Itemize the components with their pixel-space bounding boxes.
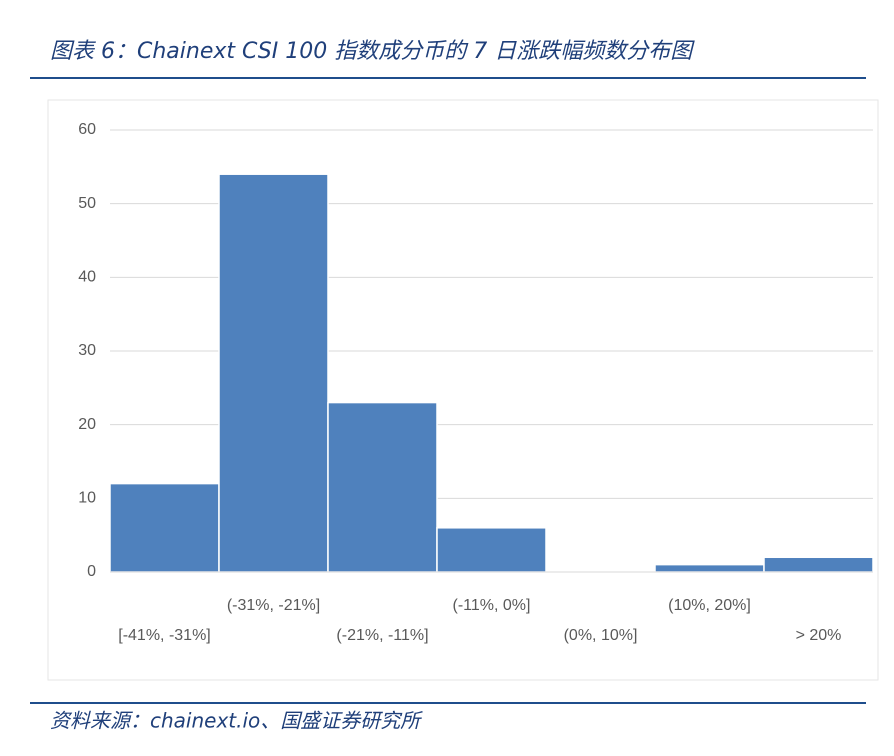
bar [763,556,874,573]
bar [109,482,220,573]
y-tick-label: 30 [78,342,96,359]
x-tick-label: (-21%, -11%] [336,627,428,644]
bar [654,563,765,573]
y-tick-label: 20 [78,416,96,433]
x-tick-label: (-11%, 0%] [453,597,531,614]
chart-title: 图表 6：Chainext CSI 100 指数成分币的 7 日涨跌幅频数分布图 [50,39,695,64]
bar [436,527,547,573]
x-tick-label: > 20% [796,627,842,644]
bar [218,173,329,573]
source: 资料来源：chainext.io、国盛证券研究所 [50,709,423,733]
plot-frame [47,99,879,681]
bar [327,401,438,573]
x-tick-label: [-41%, -31%] [118,627,210,644]
x-tick-label: (0%, 10%] [564,627,638,644]
x-tick-label: (10%, 20%] [668,597,751,614]
y-tick-label: 60 [78,121,96,138]
y-tick-label: 0 [87,563,96,580]
y-tick-label: 50 [78,195,96,212]
x-tick-label: (-31%, -21%] [227,597,320,614]
y-tick-label: 40 [78,269,96,286]
y-tick-label: 10 [78,490,96,507]
